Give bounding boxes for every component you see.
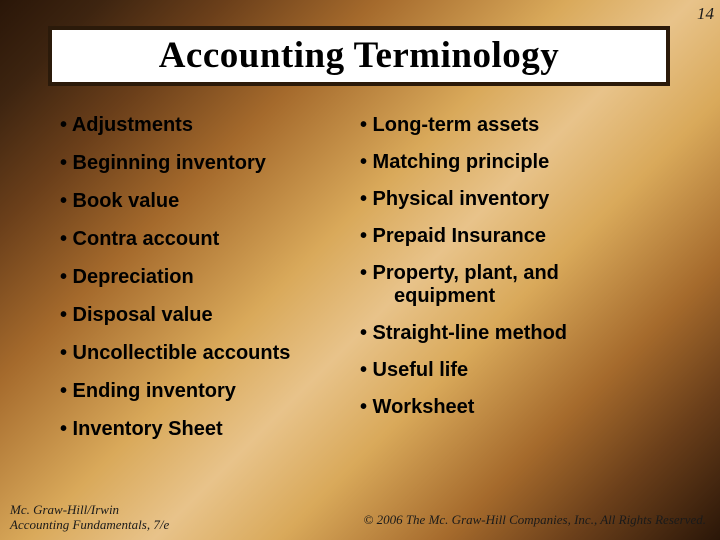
list-item: • Adjustments xyxy=(60,114,360,137)
list-item: • Physical inventory xyxy=(360,188,660,211)
list-item: • Depreciation xyxy=(60,266,360,289)
list-item: • Uncollectible accounts xyxy=(60,342,360,365)
footer-publisher: Mc. Graw-Hill/Irwin xyxy=(10,502,169,518)
list-item: • Property, plant, and equipment xyxy=(360,262,660,308)
slide-title: Accounting Terminology xyxy=(52,34,666,77)
right-column: • Long-term assets • Matching principle … xyxy=(360,114,660,474)
footer-book: Accounting Fundamentals, 7/e xyxy=(10,517,169,533)
footer-copyright: © 2006 The Mc. Graw-Hill Companies, Inc.… xyxy=(363,512,706,528)
page-number: 14 xyxy=(697,4,714,24)
list-item: • Worksheet xyxy=(360,396,660,419)
list-item: • Beginning inventory xyxy=(60,152,360,175)
list-item: • Book value xyxy=(60,190,360,213)
left-column: • Adjustments • Beginning inventory • Bo… xyxy=(60,114,360,474)
list-item: • Prepaid Insurance xyxy=(360,225,660,248)
list-item: • Straight-line method xyxy=(360,322,660,345)
slide: 14 Accounting Terminology • Adjustments … xyxy=(0,0,720,540)
list-item: • Long-term assets xyxy=(360,114,660,137)
list-item: • Ending inventory xyxy=(60,380,360,403)
list-item: • Useful life xyxy=(360,359,660,382)
list-item: • Inventory Sheet xyxy=(60,418,360,441)
footer-left: Mc. Graw-Hill/Irwin Accounting Fundament… xyxy=(10,502,169,533)
list-item: • Disposal value xyxy=(60,304,360,327)
title-box: Accounting Terminology xyxy=(48,26,670,86)
list-item: • Matching principle xyxy=(360,151,660,174)
list-item: • Contra account xyxy=(60,228,360,251)
content-area: • Adjustments • Beginning inventory • Bo… xyxy=(60,114,660,474)
